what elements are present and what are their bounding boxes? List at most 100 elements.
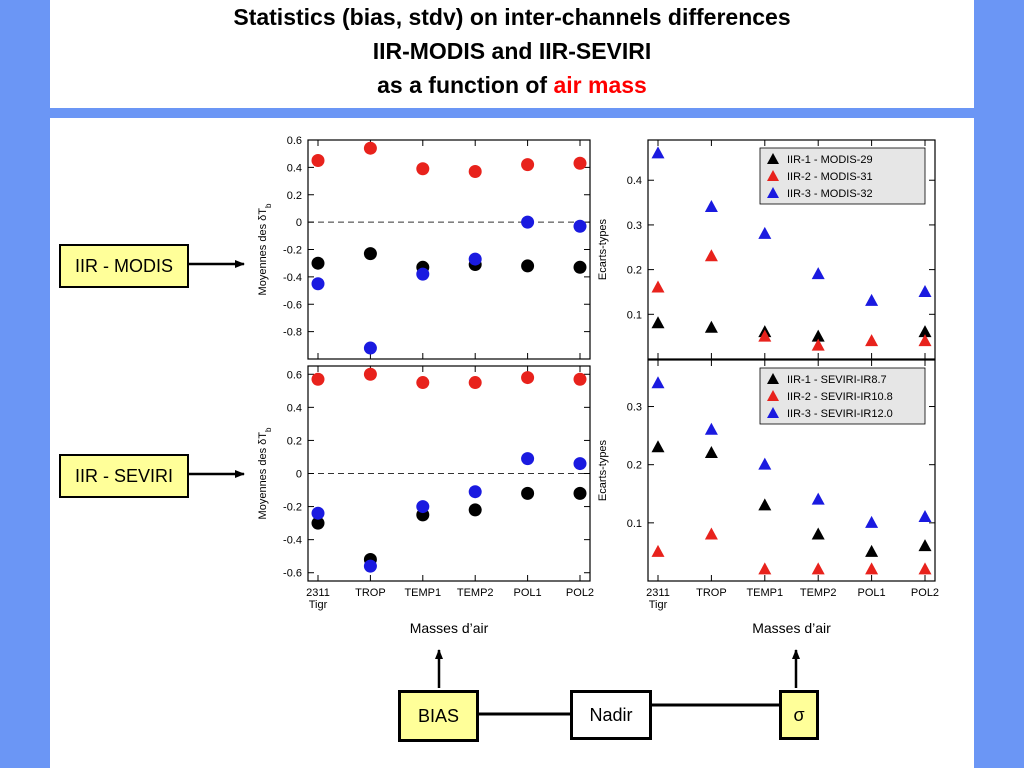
x-tick-label: POL2 [911, 587, 939, 599]
data-point [521, 259, 535, 273]
plot-frame [307, 139, 591, 360]
data-point [704, 200, 718, 213]
data-point [704, 527, 718, 540]
data-point [918, 325, 932, 338]
x-tick-label: POL1 [858, 587, 886, 599]
slide-title: Statistics (bias, stdv) on inter-channel… [50, 0, 974, 108]
data-point [811, 329, 825, 342]
data-point [311, 277, 325, 291]
y-axis-label: Ecarts-types [597, 439, 609, 501]
data-point [363, 247, 377, 261]
stdv-modis-chart: 0.4 0.3 0.2 0.1 Ecarts-types IIR-1 - MODIS-29… [597, 139, 936, 360]
data-point [521, 371, 535, 385]
data-point [573, 486, 587, 500]
legend-marker [767, 390, 779, 401]
y-axis-label: Ecarts-types [597, 218, 609, 280]
data-point [573, 372, 587, 386]
data-point [811, 267, 825, 280]
legend-label: IIR-1 - MODIS-29 [787, 154, 873, 166]
data-point [521, 452, 535, 466]
y-tick-label: 0 [296, 217, 302, 229]
y-tick-label: -0.6 [283, 299, 302, 311]
data-point [311, 516, 325, 530]
y-tick-label: 0 [296, 469, 302, 481]
modis-callout: IIR - MODIS [59, 244, 189, 288]
x-tick-label: POL1 [514, 587, 542, 599]
legend-label: IIR-1 - SEVIRI-IR8.7 [787, 374, 887, 386]
legend-marker [767, 153, 779, 164]
x-tick-label: TEMP2 [800, 587, 837, 599]
y-tick-label: 0.4 [287, 162, 302, 174]
data-point [704, 249, 718, 262]
data-point [811, 527, 825, 540]
data-point [521, 158, 535, 172]
y-tick-label: -0.2 [283, 502, 302, 514]
data-point [468, 485, 482, 499]
x-tick-label: TEMP2 [457, 587, 494, 599]
data-point [363, 341, 377, 355]
data-point [651, 440, 665, 453]
data-point [416, 267, 430, 281]
data-point [918, 334, 932, 347]
data-point [651, 316, 665, 329]
data-point [573, 457, 587, 471]
title-line-1: Statistics (bias, stdv) on inter-channel… [233, 4, 791, 30]
plots-group: 0.6 0.4 0.2 0 -0.2 -0.4 -0.6 -0.8 Moyennes des δ… [257, 135, 939, 636]
legend: IIR-1 - MODIS-29 IIR-2 - MODIS-31 IIR-3 - … [759, 147, 926, 205]
y-tick-label: -0.2 [283, 245, 302, 257]
data-point [311, 506, 325, 520]
data-point [758, 562, 772, 575]
data-point [918, 510, 932, 523]
data-point [758, 498, 772, 511]
data-point [468, 503, 482, 517]
x-tick-label: TROP [696, 587, 727, 599]
data-point [865, 334, 879, 347]
data-point [865, 515, 879, 528]
y-tick-label: -0.4 [283, 272, 302, 284]
y-tick-label: 0.4 [627, 175, 642, 187]
title-line-3: as a function of air mass [50, 68, 974, 102]
x-tick-label: Tigr [649, 599, 668, 611]
data-point [704, 320, 718, 333]
data-point [865, 562, 879, 575]
x-tick-label: Tigr [309, 599, 328, 611]
bias-modis-chart: 0.6 0.4 0.2 0 -0.2 -0.4 -0.6 -0.8 Moyennes des δ… [257, 135, 591, 360]
legend-marker [767, 407, 779, 418]
data-point [363, 367, 377, 381]
plot-frame [647, 359, 936, 582]
legend-marker [767, 373, 779, 384]
data-point [651, 544, 665, 557]
data-point [651, 280, 665, 293]
data-point [758, 457, 772, 470]
x-tick-label: TEMP1 [746, 587, 783, 599]
y-tick-label: 0.3 [627, 402, 642, 414]
data-point [573, 219, 587, 233]
data-point [918, 284, 932, 297]
x-tick-label: TEMP1 [404, 587, 441, 599]
data-point [651, 376, 665, 389]
data-point [651, 146, 665, 159]
legend-box [759, 147, 926, 205]
x-tick-label: 2311 [646, 587, 670, 599]
data-point [468, 252, 482, 266]
x-tick-label: 2311 [306, 587, 330, 599]
x-tick-label: POL2 [566, 587, 594, 599]
y-tick-label: 0.2 [287, 190, 302, 202]
x-axis-label: Masses d’air [752, 620, 831, 636]
y-tick-label: 0.2 [627, 265, 642, 277]
data-point [363, 559, 377, 573]
data-point [811, 492, 825, 505]
legend-box [759, 367, 926, 425]
data-point [758, 329, 772, 342]
data-point [468, 376, 482, 390]
legend-label: IIR-2 - MODIS-31 [787, 171, 873, 183]
seviri-callout: IIR - SEVIRI [59, 454, 189, 498]
data-point [811, 562, 825, 575]
y-tick-label: 0.2 [627, 460, 642, 472]
y-tick-label: 0.4 [287, 402, 302, 414]
data-point [758, 226, 772, 239]
data-point [416, 376, 430, 390]
x-tick-label: TROP [355, 587, 386, 599]
title-divider [50, 108, 974, 118]
